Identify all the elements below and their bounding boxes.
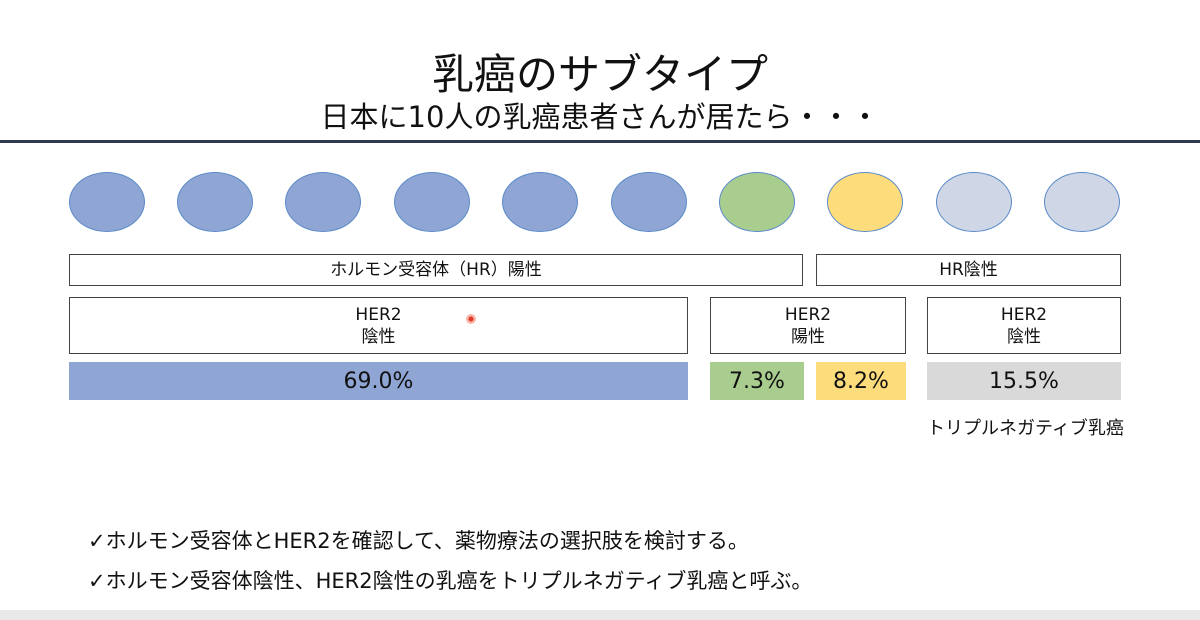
triple-negative-label: トリプルネガティブ乳癌 xyxy=(927,414,1127,440)
her2-negative-1-line2: 陰性 xyxy=(362,326,396,348)
percent-label-3: 15.5% xyxy=(989,369,1059,394)
pointer-dot xyxy=(466,314,476,324)
slide-title: 乳癌のサブタイプ xyxy=(0,50,1200,100)
patient-circle xyxy=(719,172,795,232)
title-divider xyxy=(0,140,1200,143)
her2-positive-box: HER2 陽性 xyxy=(710,297,906,354)
patient-circle xyxy=(827,172,903,232)
patient-circle xyxy=(69,172,145,232)
her2-negative-2-line1: HER2 xyxy=(1001,304,1047,326)
hr-negative-label: HR陰性 xyxy=(939,259,998,281)
patient-circle xyxy=(394,172,470,232)
bullet-2: ✓ホルモン受容体陰性、HER2陰性の乳癌をトリプルネガティブ乳癌と呼ぶ。 xyxy=(88,567,812,595)
her2-negative-box-2: HER2 陰性 xyxy=(927,297,1121,354)
patient-circle xyxy=(177,172,253,232)
patient-circle xyxy=(502,172,578,232)
percent-bar-3: 15.5% xyxy=(927,362,1121,400)
hr-positive-label: ホルモン受容体（HR）陽性 xyxy=(330,259,542,281)
percent-label-1: 7.3% xyxy=(729,369,785,394)
percent-bar-2: 8.2% xyxy=(816,362,906,400)
her2-negative-box-1: HER2 陰性 xyxy=(69,297,688,354)
percent-bar-0: 69.0% xyxy=(69,362,688,400)
her2-negative-2-line2: 陰性 xyxy=(1007,326,1041,348)
patient-circle xyxy=(285,172,361,232)
slide-subtitle: 日本に10人の乳癌患者さんが居たら・・・ xyxy=(0,100,1200,134)
patient-circle xyxy=(1044,172,1120,232)
percent-bar-1: 7.3% xyxy=(710,362,804,400)
patient-circle xyxy=(936,172,1012,232)
hr-negative-box: HR陰性 xyxy=(816,254,1121,286)
her2-positive-line2: 陽性 xyxy=(791,326,825,348)
hr-positive-box: ホルモン受容体（HR）陽性 xyxy=(69,254,803,286)
bullet-1: ✓ホルモン受容体とHER2を確認して、薬物療法の選択肢を検討する。 xyxy=(88,527,749,555)
percent-label-2: 8.2% xyxy=(833,369,889,394)
her2-positive-line1: HER2 xyxy=(785,304,831,326)
patient-circle xyxy=(611,172,687,232)
percent-label-0: 69.0% xyxy=(344,369,414,394)
her2-negative-1-line1: HER2 xyxy=(355,304,401,326)
bottom-band xyxy=(0,610,1200,620)
